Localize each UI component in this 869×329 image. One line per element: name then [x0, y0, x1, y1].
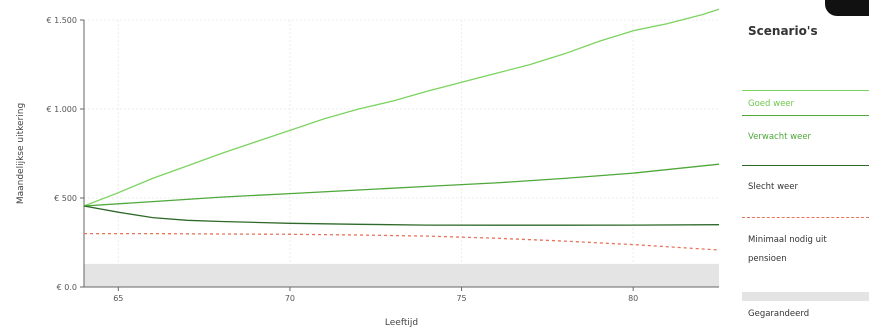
- legend-item-minimaal-nodig[interactable]: Minimaal nodig uit pensioen: [742, 217, 869, 273]
- legend-item-slecht-weer[interactable]: Slecht weer: [742, 165, 869, 195]
- x-axis-title: Leeftijd: [385, 318, 418, 328]
- legend-swatch: [742, 115, 869, 116]
- series-line-2: [83, 205, 720, 226]
- tick-labels: € 0.0 € 500 € 1.000 € 1.500 65 70 75 80: [46, 16, 638, 303]
- grid: [84, 19, 719, 288]
- y-tick-label: € 500: [54, 194, 77, 203]
- series-line-0: [83, 8, 720, 207]
- y-tick-label: € 1.000: [46, 105, 77, 114]
- legend-swatch: [742, 90, 869, 91]
- x-tick-label: 65: [113, 294, 123, 303]
- guaranteed-band-rect: [84, 263, 719, 287]
- legend-item-label: Verwacht weer: [748, 132, 812, 142]
- x-tick-label: 80: [628, 294, 638, 303]
- legend-item-gegarandeerd[interactable]: Gegarandeerd: [742, 292, 869, 328]
- corner-tab: [825, 0, 869, 16]
- y-axis-title: Maandelijkse uitkering: [16, 103, 26, 204]
- legend-item-verwacht-weer[interactable]: Verwacht weer: [742, 115, 869, 145]
- y-tick-label: € 1.500: [46, 16, 77, 25]
- legend-item-label: Goed weer: [748, 99, 795, 109]
- legend: Scenario's Goed weer Verwacht weer Slech…: [742, 18, 869, 329]
- series-lines: [83, 8, 720, 251]
- legend-item-label: Gegarandeerd: [748, 309, 810, 319]
- x-tick-label: 70: [285, 294, 295, 303]
- x-tick-label: 75: [456, 294, 466, 303]
- legend-item-label: Slecht weer: [748, 182, 798, 192]
- legend-swatch: [742, 217, 869, 218]
- legend-item-label: Minimaal nodig uit pensioen: [748, 235, 827, 264]
- series-line-3: [84, 232, 720, 251]
- legend-swatch: [742, 292, 869, 301]
- legend-title: Scenario's: [748, 24, 818, 38]
- legend-swatch: [742, 165, 869, 166]
- legend-item-goed-weer[interactable]: Goed weer: [742, 90, 869, 120]
- axes: [80, 19, 719, 291]
- guaranteed-band: [84, 263, 719, 287]
- series-line-1: [83, 163, 720, 207]
- y-tick-label: € 0.0: [57, 283, 77, 292]
